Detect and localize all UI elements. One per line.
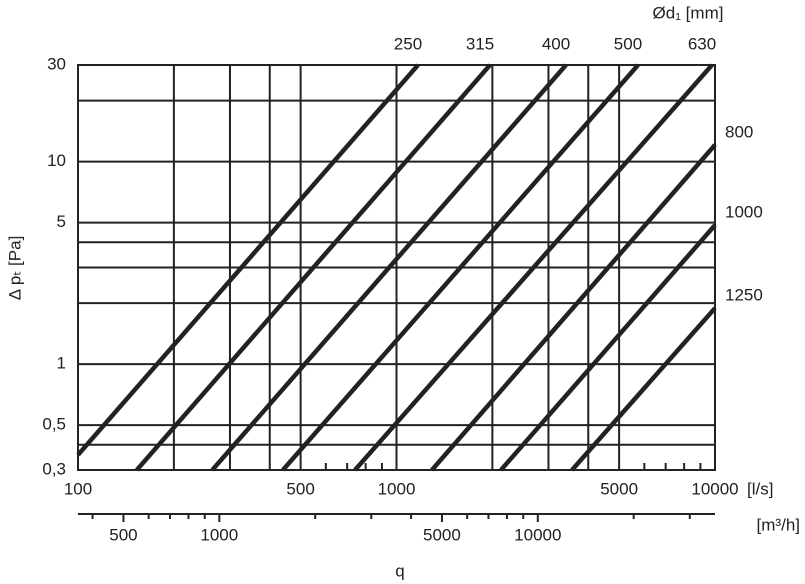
duct-line (76, 63, 420, 457)
x-tick-label: 10000 (691, 479, 738, 498)
x2-tick-label: 10000 (514, 525, 561, 544)
diameter-title: Ød₁ [mm] (653, 3, 724, 22)
x-tick-label: 500 (286, 479, 314, 498)
x-tick-label: 1000 (378, 479, 416, 498)
y-tick-label: 5 (57, 212, 66, 231)
x2-tick-label: 1000 (200, 525, 238, 544)
y-tick-label: 1 (57, 354, 66, 373)
x-tick-label: 100 (64, 479, 92, 498)
series-label: 800 (725, 122, 753, 141)
duct-line (281, 63, 640, 472)
series-label: 315 (466, 34, 494, 53)
duct-line (135, 63, 492, 472)
series-label: 250 (394, 34, 422, 53)
series-label: 630 (688, 34, 716, 53)
duct-line (353, 63, 714, 472)
x2-unit: [m³/h] (757, 515, 800, 534)
duct-line (499, 223, 717, 472)
series-label: 1000 (725, 203, 763, 222)
x2-tick-label: 500 (109, 525, 137, 544)
x-axis-label: q (395, 561, 404, 580)
y-tick-label: 30 (47, 54, 66, 73)
series-label: 400 (542, 34, 570, 53)
duct-line (570, 306, 717, 472)
y-tick-label: 10 (47, 151, 66, 170)
series-label: 500 (614, 34, 642, 53)
x2-tick-label: 5000 (423, 525, 461, 544)
y-tick-label: 0,5 (42, 415, 66, 434)
x-tick-label: 5000 (600, 479, 638, 498)
y-axis-label: Δ pₜ [Pa] (5, 236, 24, 301)
plot-frame (77, 64, 716, 471)
duct-line (430, 143, 717, 472)
duct-line (210, 63, 568, 472)
x-unit: [l/s] (747, 479, 773, 498)
y-tick-label: 0,3 (42, 459, 66, 478)
series-label: 1250 (725, 286, 763, 305)
